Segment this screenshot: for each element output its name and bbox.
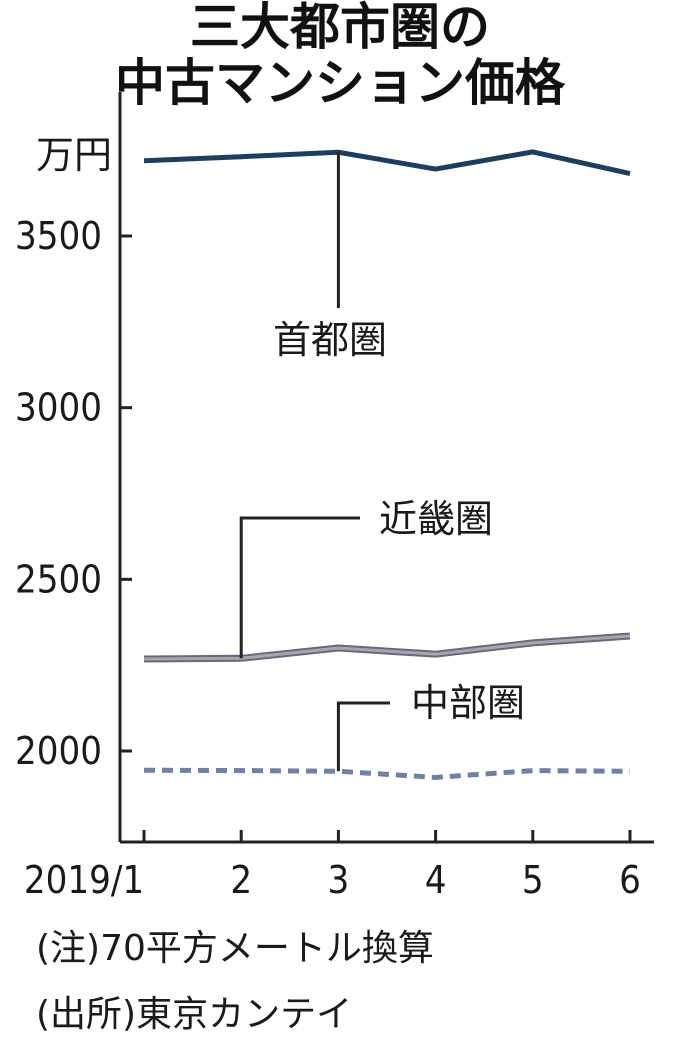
x-tick-label: 3: [328, 858, 350, 902]
series-label: 近畿圏: [379, 497, 493, 541]
x-tick-label: 2019/1: [24, 858, 144, 902]
series-line: [143, 767, 631, 780]
series-label: 首都圏: [273, 318, 387, 362]
chart-note: (出所)東京カンテイ: [36, 994, 352, 1035]
series-lines: [143, 149, 631, 780]
axes: 2000 2500 3000 3500 2019/1 2 3 4 5 6: [15, 92, 654, 902]
series-label: 中部圏: [411, 681, 525, 725]
chart-note: (注)70平方メートル換算: [36, 928, 434, 969]
y-tick-label: 3500: [15, 214, 102, 258]
y-tick-label: 2500: [15, 557, 102, 601]
chart-notes: (注)70平方メートル換算 (出所)東京カンテイ: [36, 928, 434, 1035]
series-line: [143, 149, 631, 176]
callout-leader-line: [239, 516, 360, 659]
y-tick-label: 2000: [15, 729, 102, 773]
series-line-outline: [143, 632, 631, 663]
x-tick-label: 4: [425, 858, 447, 902]
x-tick-label: 6: [619, 858, 641, 902]
series-line: [143, 634, 631, 661]
y-unit-label: 万円: [36, 133, 112, 177]
y-tick-label: 3000: [15, 386, 102, 430]
callout-leader-line: [336, 701, 390, 772]
x-tick-label: 2: [230, 858, 252, 902]
x-tick-label: 5: [522, 858, 544, 902]
chart-title-line: 三大都市圏の: [190, 0, 490, 56]
chart-title-line: 中古マンション価格: [115, 54, 566, 112]
